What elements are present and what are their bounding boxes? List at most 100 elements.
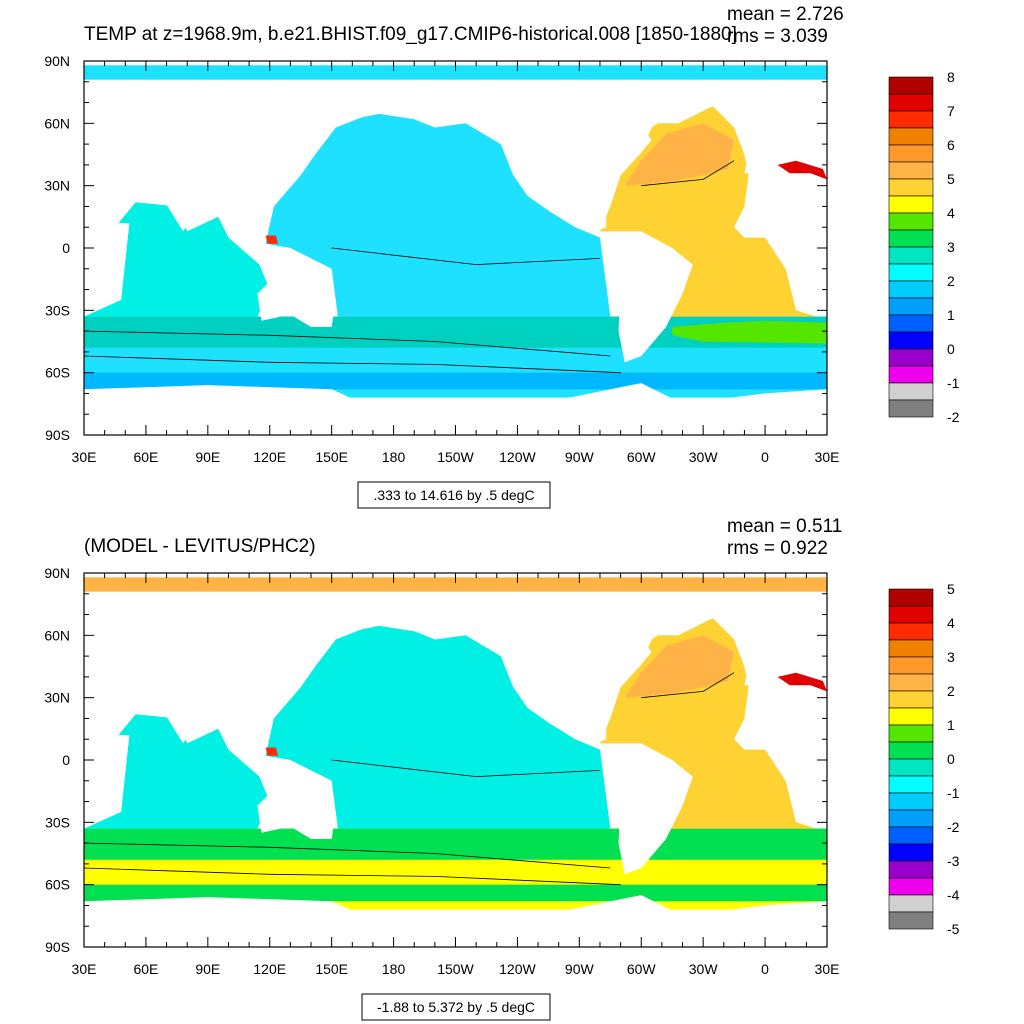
colorbar-box (888, 195, 934, 214)
x-tick-label: 150E (315, 449, 348, 465)
x-tick-label: 30E (815, 961, 840, 977)
x-tick-label: 90W (565, 449, 595, 465)
x-tick-label: 30W (689, 961, 719, 977)
colorbar-box (888, 365, 934, 384)
x-tick-label: 60W (627, 449, 657, 465)
australia-land (257, 780, 336, 839)
x-tick-label: 120E (253, 449, 286, 465)
y-tick-label: 90N (44, 565, 70, 581)
colorbar-box (888, 229, 934, 248)
india-land (162, 710, 204, 744)
mean-value: mean = 0.511 (727, 516, 842, 537)
mean-value: mean = 2.726 (727, 4, 844, 25)
colorbar-label: 3 (947, 239, 955, 255)
colorbar-label: -1 (947, 785, 960, 801)
greenland-land (616, 593, 724, 636)
colorbar-box (888, 178, 934, 197)
contour-line (331, 759, 601, 778)
x-tick-label: 120E (253, 961, 286, 977)
contour-line (331, 247, 601, 266)
colorbar-box (888, 348, 934, 367)
colorbar-box (888, 741, 934, 760)
colorbar-box (888, 144, 934, 163)
contour-info-text: .333 to 14.616 by .5 degC (373, 487, 534, 503)
pacific-ocean-field (265, 112, 611, 317)
x-tick-label: 120W (499, 961, 536, 977)
colorbar-box (888, 877, 934, 896)
panel-difference: (MODEL - LEVITUS/PHC2) mean = 0.511 rms … (44, 516, 960, 1021)
x-tick-label: 60E (133, 449, 158, 465)
y-tick-label: 0 (62, 752, 70, 768)
colorbar-label: 0 (947, 751, 955, 767)
panel-title: TEMP at z=1968.9m, b.e21.BHIST.f09_g17.C… (84, 24, 737, 45)
colorbar-box (888, 639, 934, 658)
colorbar-label: 1 (947, 717, 955, 733)
europe-land (744, 81, 827, 174)
greenland-land (616, 81, 724, 124)
colorbar-label: 4 (947, 615, 955, 631)
colorbar-label: -2 (947, 819, 960, 835)
indonesian-sea-mark (265, 747, 278, 756)
rms-value: rms = 0.922 (727, 538, 828, 559)
colorbar-label: 3 (947, 649, 955, 665)
colorbar-box (888, 911, 934, 930)
y-tick-label: 30S (45, 302, 70, 318)
north-atlantic-warm-field (624, 635, 735, 698)
y-tick-label: 60N (44, 115, 70, 131)
colorbar-box (888, 161, 934, 180)
mediterranean-outflow-mark (777, 160, 827, 180)
india-land (162, 198, 204, 232)
colorbar: 8 7 6 5 4 3 2 1 0 -1 -2 (888, 69, 960, 425)
colorbar-box (888, 331, 934, 350)
colorbar-box (888, 588, 934, 607)
colorbar-label: -1 (947, 375, 960, 391)
atlantic-southern-band (672, 320, 827, 344)
colorbar-label: 4 (947, 205, 955, 221)
colorbar-box (888, 263, 934, 282)
x-tick-label: 180 (382, 449, 406, 465)
x-tick-label: 180 (382, 961, 406, 977)
colorbar-label: -2 (947, 409, 960, 425)
colorbar-box (888, 843, 934, 862)
contour-info-box (357, 481, 551, 509)
indonesian-sea-mark (265, 235, 278, 244)
colorbar-box (888, 110, 934, 129)
contour-info-box (361, 993, 551, 1021)
colorbar-label: -3 (947, 853, 960, 869)
colorbar-label: 7 (947, 103, 955, 119)
south-america-land (600, 231, 693, 363)
colorbar-box (888, 622, 934, 641)
colorbar-label: 8 (947, 69, 955, 85)
atlantic-southern-band (672, 832, 827, 856)
x-tick-label: 90W (565, 961, 595, 977)
colorbar-box (888, 690, 934, 709)
contour-line (84, 842, 611, 869)
y-tick-label: 60S (45, 877, 70, 893)
colorbar-box (888, 280, 934, 299)
pacific-ocean-field (265, 624, 611, 829)
x-tick-label: 30W (689, 449, 719, 465)
colorbar-box (888, 314, 934, 333)
colorbar-label: 1 (947, 307, 955, 323)
europe-land (744, 593, 827, 686)
contour-line (84, 330, 611, 357)
colorbar-label: 2 (947, 273, 955, 289)
x-tick-label: 60E (133, 961, 158, 977)
colorbar-label: 0 (947, 341, 955, 357)
y-tick-label: 90S (45, 427, 70, 443)
y-tick-label: 30N (44, 690, 70, 706)
contour-line (84, 867, 621, 886)
colorbar-box (888, 76, 934, 95)
y-tick-label: 60S (45, 365, 70, 381)
africa-land (84, 175, 130, 317)
colorbar-label: -5 (947, 921, 960, 937)
map-fields (84, 573, 827, 947)
x-tick-label: 30E (72, 961, 97, 977)
north-america-land (418, 593, 652, 744)
colorbar-box (888, 93, 934, 112)
y-tick-label: 30S (45, 814, 70, 830)
colorbar-box (888, 605, 934, 624)
x-tick-label: 30E (72, 449, 97, 465)
asia-land (84, 593, 415, 744)
